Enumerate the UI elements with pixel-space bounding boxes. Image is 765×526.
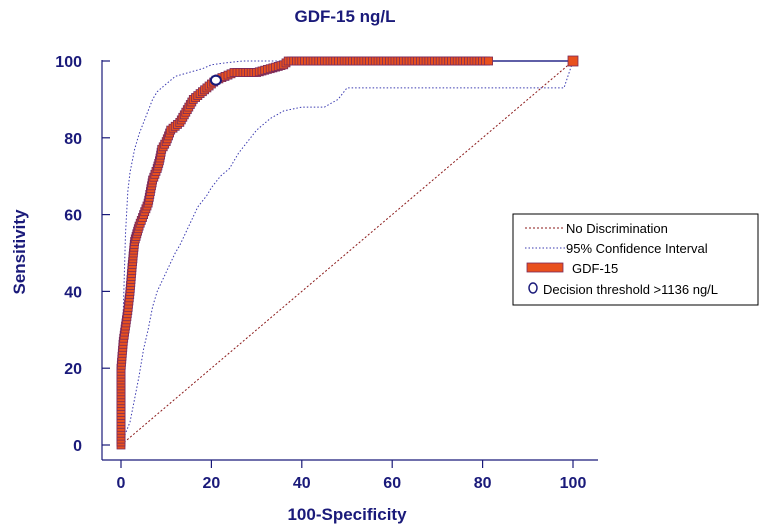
x-tick-label-0: 0 <box>117 475 126 492</box>
roc-end-point <box>567 55 579 67</box>
ci-band-lower <box>120 60 574 446</box>
x-tick-label-5: 100 <box>560 475 587 492</box>
x-axis-label: 100-Specificity <box>287 505 407 524</box>
y-tick-label-0: 0 <box>73 438 82 455</box>
x-ticks: 0 20 40 60 80 100 <box>117 460 587 492</box>
x-tick-label-4: 80 <box>474 475 492 492</box>
legend-swatch-gdf15 <box>526 262 564 273</box>
x-tick-label-2: 40 <box>293 475 311 492</box>
plot-area <box>116 55 579 450</box>
y-tick-label-1: 20 <box>64 361 82 378</box>
legend-label-2: GDF-15 <box>572 261 618 276</box>
y-ticks: 0 20 40 60 80 100 <box>55 54 110 455</box>
y-axis-label: Sensitivity <box>10 209 29 295</box>
legend-label-1: 95% Confidence Interval <box>566 241 708 256</box>
legend-label-0: No Discrimination <box>566 221 668 236</box>
y-tick-label-4: 80 <box>64 131 82 148</box>
legend-swatch-threshold <box>528 282 538 294</box>
legend-label-3: Decision threshold >1136 ng/L <box>543 282 718 297</box>
x-tick-label-3: 60 <box>383 475 401 492</box>
y-tick-label-2: 40 <box>64 284 82 301</box>
legend: No Discrimination 95% Confidence Interval… <box>512 213 759 306</box>
ci-band-upper <box>120 60 573 392</box>
legend-box <box>512 213 759 306</box>
x-tick-label-1: 20 <box>203 475 221 492</box>
gdf15-markers <box>116 55 579 450</box>
y-tick-label-3: 60 <box>64 208 82 225</box>
axes <box>101 60 598 461</box>
no-discrimination-line <box>120 60 574 446</box>
y-tick-label-5: 100 <box>55 54 82 71</box>
roc-point <box>484 56 494 66</box>
chart-title: GDF-15 ng/L <box>294 7 395 26</box>
decision-threshold-point <box>209 74 222 86</box>
